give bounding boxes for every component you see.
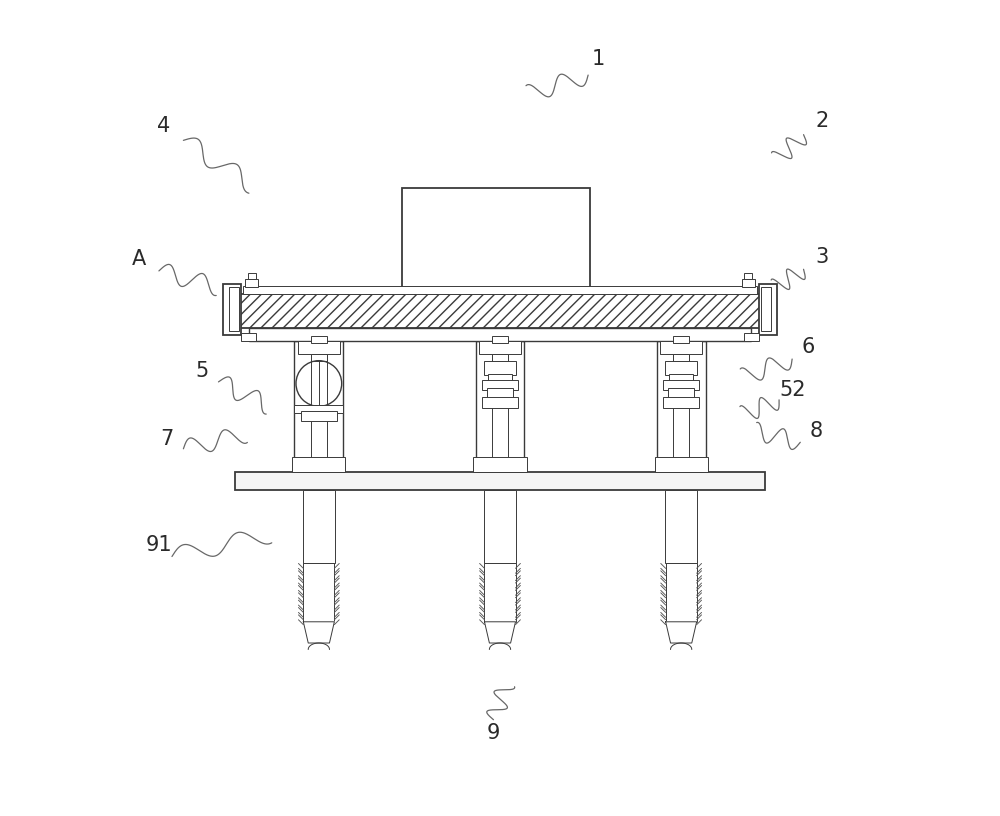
Bar: [761, 287, 771, 331]
Bar: [311, 336, 327, 343]
Bar: [487, 388, 513, 398]
Text: 8: 8: [810, 421, 823, 441]
Bar: [298, 341, 340, 354]
Bar: [402, 188, 590, 294]
Polygon shape: [671, 643, 692, 650]
Bar: [292, 457, 345, 472]
Text: 9: 9: [487, 723, 500, 743]
Bar: [657, 341, 706, 475]
Bar: [668, 388, 694, 398]
Bar: [479, 341, 521, 354]
Text: 2: 2: [816, 111, 829, 131]
Bar: [673, 354, 689, 361]
Bar: [473, 457, 527, 472]
Bar: [476, 341, 524, 475]
Text: 5: 5: [196, 361, 209, 381]
Text: 91: 91: [146, 535, 172, 555]
Bar: [235, 472, 765, 490]
Bar: [241, 333, 256, 341]
Bar: [235, 294, 765, 328]
Bar: [663, 397, 699, 408]
Bar: [665, 361, 697, 375]
Bar: [484, 563, 516, 622]
Bar: [484, 361, 516, 375]
Bar: [492, 336, 508, 343]
Bar: [663, 380, 699, 390]
Text: 6: 6: [802, 337, 815, 357]
Bar: [488, 374, 512, 382]
Bar: [744, 273, 752, 279]
Bar: [311, 354, 327, 361]
Bar: [482, 397, 518, 408]
Bar: [248, 273, 256, 279]
Bar: [759, 284, 777, 335]
Bar: [229, 287, 239, 331]
Bar: [665, 490, 697, 563]
Bar: [294, 405, 343, 413]
Bar: [303, 490, 335, 563]
Bar: [303, 563, 334, 622]
Polygon shape: [484, 622, 516, 643]
Text: 52: 52: [779, 380, 805, 400]
Bar: [673, 336, 689, 343]
Polygon shape: [489, 643, 511, 650]
Bar: [249, 328, 751, 341]
Bar: [660, 341, 702, 354]
Bar: [294, 341, 343, 475]
Bar: [245, 279, 258, 287]
Bar: [744, 333, 759, 341]
Bar: [666, 563, 697, 622]
Bar: [243, 286, 757, 294]
Bar: [655, 457, 708, 472]
Text: 7: 7: [160, 429, 174, 449]
Bar: [223, 284, 241, 335]
Text: A: A: [132, 250, 146, 269]
Polygon shape: [666, 622, 697, 643]
Bar: [669, 374, 693, 382]
Bar: [492, 354, 508, 361]
Bar: [482, 380, 518, 390]
Polygon shape: [308, 643, 329, 650]
Bar: [484, 490, 516, 563]
Polygon shape: [303, 622, 334, 643]
Bar: [742, 279, 755, 287]
Text: 1: 1: [591, 49, 605, 69]
Text: 4: 4: [157, 117, 170, 136]
Text: 3: 3: [816, 247, 829, 267]
Bar: [301, 411, 337, 421]
